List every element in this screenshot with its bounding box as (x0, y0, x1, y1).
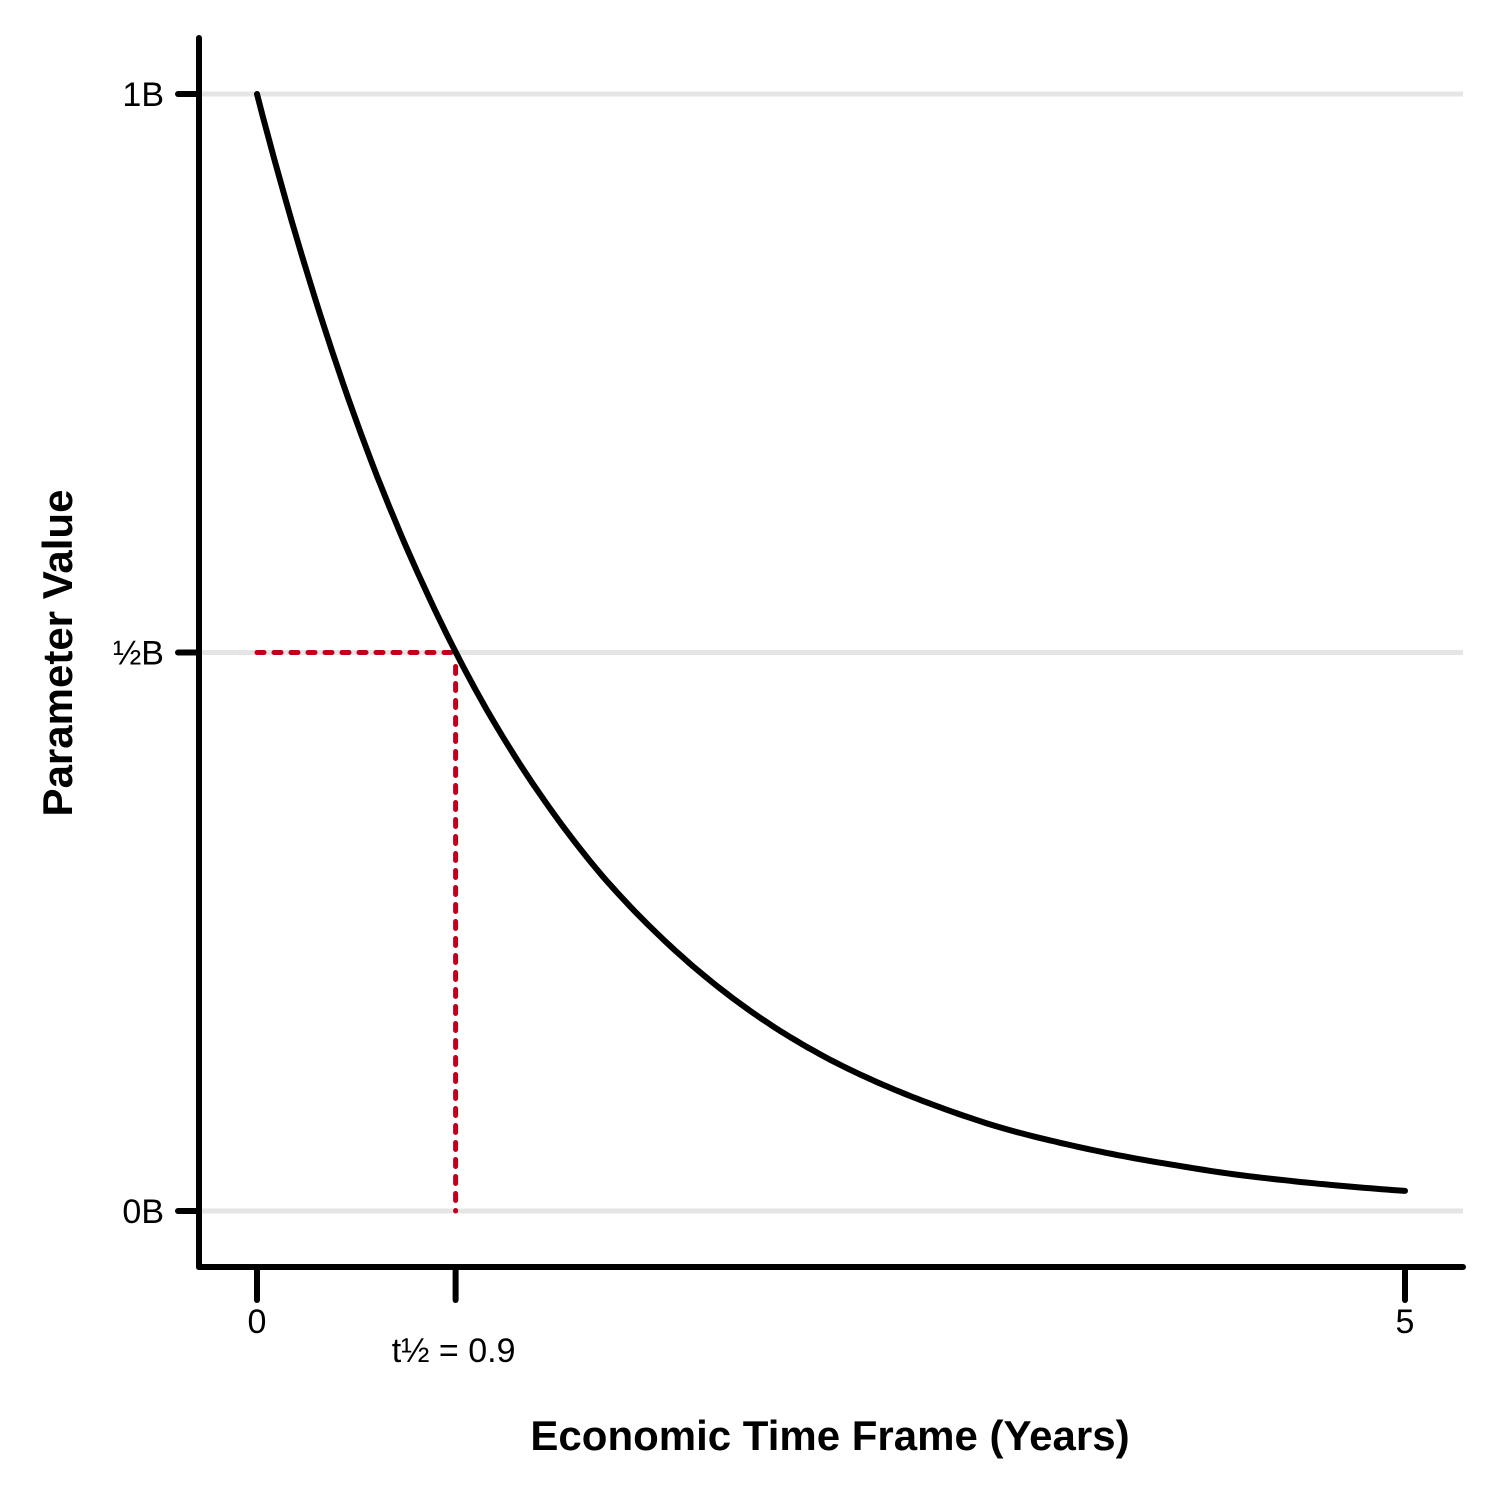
ticks: 0B ½B 1B 0 t½ = 0.9 5 (113, 76, 1415, 1370)
y-tick-label-0: 0B (122, 1193, 164, 1231)
y-tick-label-1: ½B (113, 635, 164, 673)
x-tick-label-2: 5 (1396, 1303, 1415, 1341)
x-axis-title: Economic Time Frame (Years) (530, 1412, 1129, 1459)
half-life-guides (254, 650, 459, 1214)
x-tick-label-1: t½ = 0.9 (392, 1332, 516, 1370)
gridlines (199, 91, 1463, 1214)
series-layer (254, 91, 1408, 1194)
series-line-0 (254, 91, 1408, 1194)
y-tick-label-2: 1B (122, 76, 164, 114)
y-axis-title: Parameter Value (34, 490, 81, 817)
x-tick-label-0: 0 (248, 1303, 267, 1341)
